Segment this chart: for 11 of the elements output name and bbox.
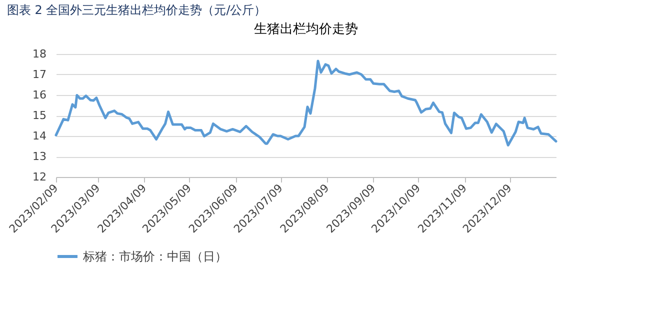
chart-title: 图表 2 全国外三元生猪出栏均价走势（元/公斤） [6,3,266,17]
y-tick-label: 15 [32,109,46,122]
y-tick-label: 16 [32,88,46,102]
legend-label: 标猪：市场价：中国（日） [82,250,227,264]
y-tick-label: 13 [32,150,46,163]
y-tick-label: 18 [32,48,46,60]
y-tick-label: 17 [32,68,46,81]
line-series [54,60,558,146]
chart-subtitle: 生猪出栏均价走势 [254,22,358,37]
y-tick-label: 12 [32,170,46,184]
y-tick-label: 14 [32,130,46,142]
